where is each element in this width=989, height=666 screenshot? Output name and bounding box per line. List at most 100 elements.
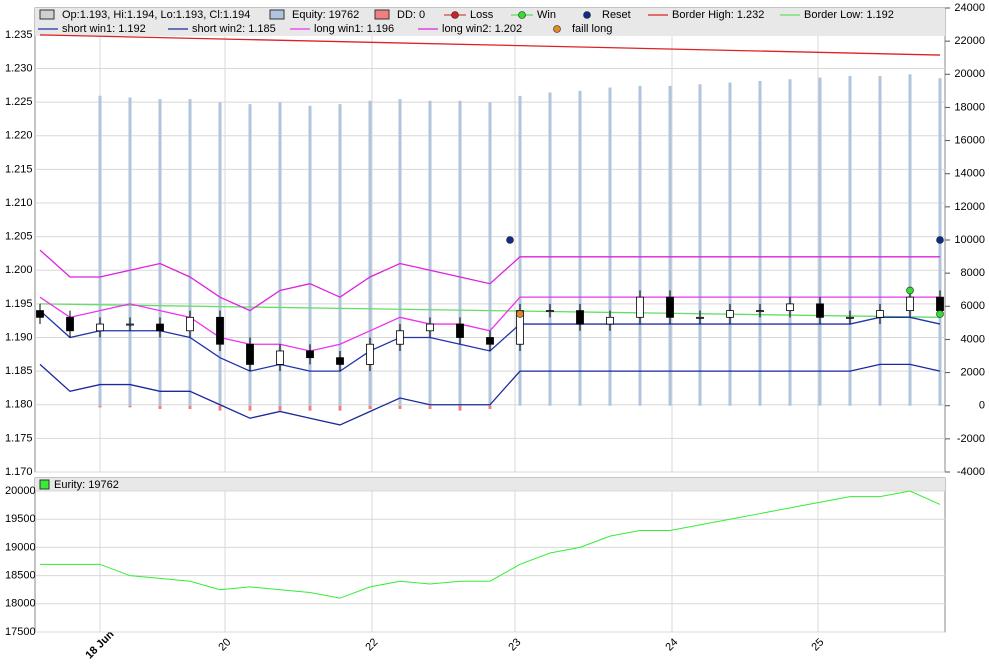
legend-label: Reset (602, 9, 631, 21)
legend-label: Op:1.193, Hi:1.194, Lo:1.193, Cl:1.194 (62, 9, 250, 21)
y2-tick-label: -2000 (957, 433, 985, 445)
y-tick-label: 1.200 (5, 264, 33, 276)
legend-swatch (451, 11, 459, 19)
legend-label: Border High: 1.232 (672, 9, 764, 21)
candle-body (126, 323, 134, 326)
legend-label: short win2: 1.185 (192, 23, 276, 35)
candle-body (576, 310, 584, 325)
bar (758, 80, 762, 406)
y2-tick-label: 18000 (954, 101, 985, 113)
legend-swatch (39, 479, 50, 490)
y2-tick-label: 6000 (961, 300, 985, 312)
legend-label: Border Low: 1.192 (804, 9, 894, 21)
series-line (39, 249, 940, 312)
candle-body (666, 296, 674, 318)
y-tick-label: 1.220 (5, 130, 33, 142)
y-tick-label: 1.215 (5, 163, 33, 175)
bar (458, 100, 462, 406)
y2-tick-label: 0 (979, 400, 985, 412)
candle-body (606, 316, 614, 325)
y2-tick-label: 4000 (961, 333, 985, 345)
bar (128, 97, 132, 406)
y2-tick-label: 20000 (954, 68, 985, 80)
bar (488, 102, 492, 406)
y-tick-label: 1.195 (5, 298, 33, 310)
y-tick-label: 1.175 (5, 432, 33, 444)
bar (338, 405, 342, 411)
bar (278, 405, 282, 411)
candle-body (96, 323, 104, 332)
candle-body (456, 323, 464, 338)
candle-body (36, 310, 44, 318)
candle-body (366, 343, 374, 365)
bar (158, 99, 162, 406)
y2-tick-label: 22000 (954, 35, 985, 47)
marker (506, 236, 514, 244)
bar (398, 405, 402, 410)
y-tick-label: 1.235 (5, 29, 33, 41)
candle-body (396, 330, 404, 345)
legend-label: DD: 0 (397, 9, 425, 21)
y-tick-label: 18000 (5, 598, 36, 610)
bar (368, 405, 372, 410)
bar (668, 85, 672, 406)
candle-body (336, 357, 344, 365)
bar (248, 405, 252, 411)
candle-body (786, 303, 794, 312)
series-line (39, 34, 941, 56)
legend-strip (35, 8, 945, 36)
candle-body (936, 296, 944, 312)
bar (488, 405, 492, 410)
bar (338, 104, 342, 406)
y2-tick-label: 12000 (954, 201, 985, 213)
candle-body (636, 296, 644, 318)
y2-tick-label: 14000 (954, 168, 985, 180)
candle-body (306, 350, 314, 359)
candle-body (216, 316, 224, 345)
legend-swatch (583, 11, 591, 19)
candle-body (246, 343, 254, 365)
candle-body (186, 316, 194, 332)
equity-panel (34, 477, 946, 633)
y2-tick-label: 2000 (961, 366, 985, 378)
bar (218, 405, 222, 411)
candle-body (816, 303, 824, 318)
candle-body (486, 337, 494, 345)
legend-swatch (553, 25, 561, 33)
candle-body (426, 323, 434, 332)
bar (728, 82, 732, 406)
y-tick-label: 1.210 (5, 197, 33, 209)
bar (908, 74, 912, 406)
bar (128, 405, 132, 408)
series-line (40, 490, 941, 599)
legend-swatch (39, 9, 55, 20)
y2-tick-label: -4000 (957, 466, 985, 478)
legend-swatch (374, 9, 390, 20)
y-tick-label: 20000 (5, 485, 36, 497)
bar (428, 405, 432, 410)
marker (936, 310, 944, 318)
candle-body (726, 310, 734, 318)
bar (518, 95, 522, 406)
candle-body (546, 310, 554, 313)
legend-swatch (269, 9, 285, 20)
bar (98, 95, 102, 406)
bar (698, 84, 702, 406)
bar (188, 405, 192, 410)
bar (158, 405, 162, 410)
bar (818, 77, 822, 406)
bar (368, 100, 372, 406)
legend-label: long win1: 1.196 (314, 23, 394, 35)
legend-label: long win2: 1.202 (442, 23, 522, 35)
legend-label: Win (537, 9, 556, 21)
y2-tick-label: 8000 (961, 267, 985, 279)
legend-label: faill long (572, 23, 612, 35)
legend-label: short win1: 1.192 (62, 23, 146, 35)
bar (848, 75, 852, 406)
y-tick-label: 1.180 (5, 399, 33, 411)
legend-label: Loss (470, 9, 494, 21)
plot-layer: 18 Jun 20 22 23 24 251.1701.1751.1801.1851.19… (5, 2, 985, 662)
bar (98, 405, 102, 408)
bar (248, 104, 252, 406)
